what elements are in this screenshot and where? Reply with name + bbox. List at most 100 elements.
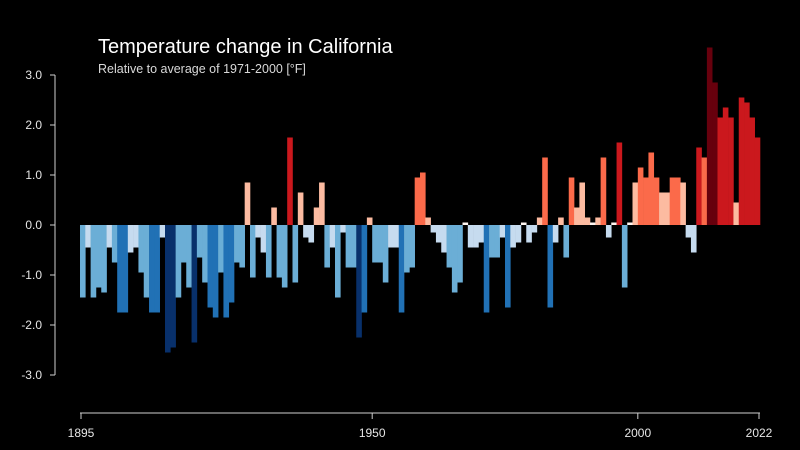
bar-1919 xyxy=(207,225,214,308)
bar-1990 xyxy=(584,217,591,225)
bar-1988 xyxy=(574,207,580,225)
bar-1896 xyxy=(85,225,91,248)
bar-1996 xyxy=(616,142,623,225)
bar-1986 xyxy=(563,225,570,258)
bar-2005 xyxy=(664,192,670,225)
bar-1945 xyxy=(345,225,352,268)
x-axis-ticks: 1895 1950 2000 2022 xyxy=(68,413,773,440)
bar-1992 xyxy=(595,217,601,225)
bar-1940 xyxy=(319,182,325,225)
bar-1895 xyxy=(80,225,86,298)
bar-2000 xyxy=(637,167,644,225)
bar-1955 xyxy=(398,225,405,313)
bar-1969 xyxy=(473,225,479,248)
bar-1966 xyxy=(457,225,463,283)
bar-1980 xyxy=(531,225,538,233)
bar-1925 xyxy=(239,225,245,268)
bar-1972 xyxy=(489,225,495,258)
x-tick-label: 1895 xyxy=(68,426,95,440)
bar-1953 xyxy=(388,225,394,248)
bar-1956 xyxy=(404,225,410,273)
bar-1974 xyxy=(499,225,506,238)
bar-1942 xyxy=(329,225,336,248)
bar-1936 xyxy=(297,192,304,225)
bar-1967 xyxy=(462,222,469,225)
bar-2006 xyxy=(669,177,676,225)
bar-1963 xyxy=(441,225,447,253)
bar-1975 xyxy=(505,225,511,308)
bar-1976 xyxy=(510,225,516,248)
bar-2002 xyxy=(648,152,655,225)
chart-title: Temperature change in California xyxy=(98,36,393,58)
bar-1954 xyxy=(393,225,400,248)
bar-1908 xyxy=(149,225,155,313)
bar-1897 xyxy=(90,225,97,298)
bar-1935 xyxy=(292,225,299,283)
bar-1979 xyxy=(526,225,532,243)
bar-1997 xyxy=(621,225,628,288)
bar-1933 xyxy=(281,225,288,288)
bar-1985 xyxy=(558,217,564,225)
y-tick-label: -1.0 xyxy=(21,268,42,282)
bar-1970 xyxy=(478,225,485,243)
bar-1973 xyxy=(494,225,500,258)
bar-1924 xyxy=(234,225,240,263)
bar-2020 xyxy=(744,102,750,225)
bar-1917 xyxy=(196,225,203,258)
bar-1999 xyxy=(632,182,639,225)
bar-1939 xyxy=(313,207,320,225)
bar-1912 xyxy=(170,225,176,348)
bar-1938 xyxy=(308,225,315,243)
bar-1984 xyxy=(552,225,559,243)
x-tick-label: 2022 xyxy=(746,426,773,440)
bar-1982 xyxy=(542,157,548,225)
bar-1909 xyxy=(154,225,160,313)
y-tick-label: 2.0 xyxy=(25,118,42,132)
bar-1993 xyxy=(600,157,607,225)
bar-2018 xyxy=(733,202,740,225)
bar-1971 xyxy=(483,225,490,313)
bar-1930 xyxy=(265,225,272,278)
bar-1958 xyxy=(414,177,421,225)
bar-2021 xyxy=(749,117,755,225)
bar-1911 xyxy=(165,225,171,353)
bar-1943 xyxy=(335,225,341,298)
y-tick-label: 1.0 xyxy=(25,168,42,182)
bar-1923 xyxy=(228,225,235,303)
bar-1918 xyxy=(202,225,208,283)
bar-1977 xyxy=(515,225,522,243)
bar-1915 xyxy=(186,225,192,288)
bar-1934 xyxy=(287,137,293,225)
bar-2008 xyxy=(680,182,686,225)
bar-1902 xyxy=(117,225,123,313)
bar-1929 xyxy=(260,225,267,253)
bar-2019 xyxy=(738,97,745,225)
bar-1949 xyxy=(366,217,373,225)
bar-1952 xyxy=(382,225,389,283)
bar-1921 xyxy=(218,225,224,273)
bar-1922 xyxy=(223,225,230,318)
bar-1898 xyxy=(95,225,102,288)
bar-1926 xyxy=(244,182,251,225)
bar-1947 xyxy=(356,225,362,338)
y-tick-label: -3.0 xyxy=(21,368,42,382)
bar-1928 xyxy=(255,225,261,238)
x-tick-label: 1950 xyxy=(359,426,386,440)
bar-1900 xyxy=(106,225,113,248)
y-axis-ticks: 3.0 2.0 1.0 0.0 -1.0 -2.0 -3.0 xyxy=(21,68,55,382)
bar-1994 xyxy=(605,225,612,238)
bar-1907 xyxy=(143,225,150,298)
bar-2013 xyxy=(706,47,713,225)
bar-1998 xyxy=(627,222,633,225)
bar-1960 xyxy=(425,217,431,225)
bar-1962 xyxy=(435,225,442,243)
bar-1899 xyxy=(101,225,107,293)
y-tick-label: 0.0 xyxy=(25,218,42,232)
bar-1906 xyxy=(138,225,145,273)
bar-1987 xyxy=(568,177,575,225)
bar-1995 xyxy=(611,222,617,225)
bar-1916 xyxy=(191,225,198,343)
bar-2014 xyxy=(712,82,718,225)
bar-1957 xyxy=(409,225,415,268)
